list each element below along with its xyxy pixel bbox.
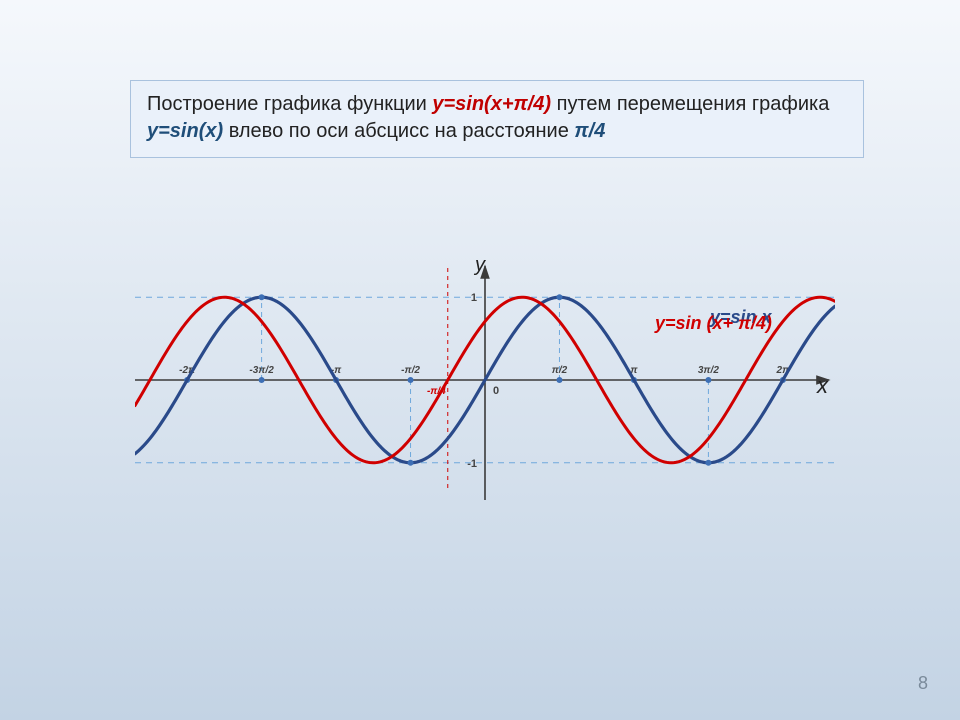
title-fn-blue: y=sin(x) [147, 120, 223, 142]
chart-svg: -π/4-2π-3π/2-π-π/2π/2π3π/22π01-1 [135, 260, 835, 500]
title-box: Построение графика функции y=sin(x+π/4) … [130, 80, 864, 158]
svg-text:π/2: π/2 [552, 365, 568, 376]
svg-text:-3π/2: -3π/2 [249, 365, 274, 376]
svg-text:0: 0 [493, 385, 499, 397]
x-axis-label: x [817, 373, 828, 399]
title-text-3: влево по оси абсцисс на расстояние [229, 120, 575, 142]
curve-label-red: y=sin (x+ π/4) [655, 313, 772, 334]
title-pi4: π/4 [574, 120, 605, 142]
title-fn-red: y=sin(x+π/4) [432, 93, 551, 115]
svg-text:1: 1 [471, 292, 477, 304]
chart: y x y=sin x y=sin (x+ π/4) -π/4-2π-3π/2-… [135, 260, 835, 500]
title-text-2: путем перемещения графика [557, 93, 830, 115]
title-text-1: Построение графика функции [147, 93, 432, 115]
page-number: 8 [918, 673, 928, 694]
svg-text:3π/2: 3π/2 [698, 365, 719, 376]
svg-text:-1: -1 [467, 458, 477, 470]
svg-text:-π/2: -π/2 [401, 365, 420, 376]
y-axis-label: y [475, 254, 485, 277]
